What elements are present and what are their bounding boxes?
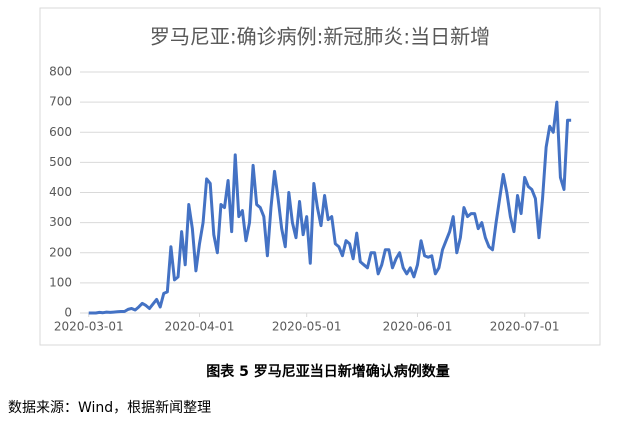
y-tick-label: 300	[49, 215, 72, 229]
chart-frame	[39, 7, 601, 346]
y-tick-label: 600	[49, 125, 72, 139]
x-tick-label: 2020-04-01	[165, 320, 235, 334]
y-tick-label: 400	[49, 185, 72, 199]
chart-title: 罗马尼亚:确诊病例:新冠肺炎:当日新增	[150, 25, 490, 49]
y-tick-label: 800	[49, 65, 72, 79]
x-tick-label: 2020-07-01	[490, 320, 560, 334]
source: 数据来源：Wind，根据新闻整理	[8, 400, 211, 416]
y-tick-label: 100	[49, 275, 72, 289]
x-tick-label: 2020-05-01	[272, 320, 342, 334]
x-tick-label: 2020-03-01	[54, 320, 124, 334]
y-tick-label: 200	[49, 245, 72, 259]
y-tick-label: 0	[64, 306, 72, 320]
caption: 图表 5 罗马尼亚当日新增确认病例数量	[206, 363, 450, 380]
x-tick-label: 2020-06-01	[383, 320, 453, 334]
y-tick-label: 500	[49, 155, 72, 169]
y-tick-label: 700	[49, 95, 72, 109]
data-line	[88, 100, 572, 315]
